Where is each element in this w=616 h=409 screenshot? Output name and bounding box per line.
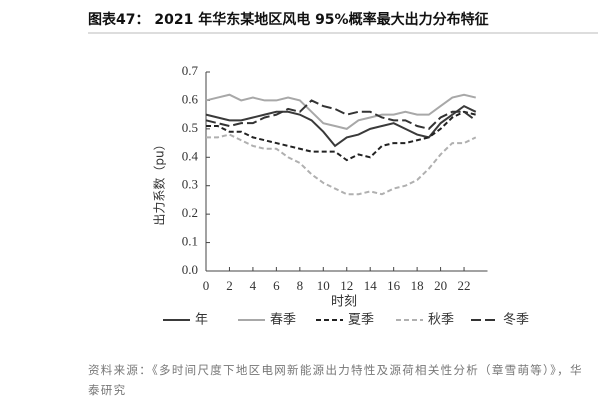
y-tick-label: 0.6 xyxy=(182,91,199,106)
x-axis-label: 时刻 xyxy=(331,295,357,310)
y-tick-label: 0.5 xyxy=(182,120,198,135)
x-tick-label: 22 xyxy=(458,278,471,293)
legend-label: 春季 xyxy=(270,313,296,328)
chart-title: 图表47： 2021 年华东某地区风电 95%概率最大出力分布特征 xyxy=(88,11,489,28)
y-tick-label: 0.3 xyxy=(182,177,198,192)
series-line xyxy=(205,93,477,130)
x-tick-label: 20 xyxy=(434,278,447,293)
y-tick-label: 0.1 xyxy=(182,234,198,249)
legend-label: 冬季 xyxy=(503,312,529,328)
series-line xyxy=(206,110,477,162)
legend-label: 年 xyxy=(195,313,208,328)
x-tick-label: 6 xyxy=(273,278,280,293)
y-tick-label: 0.0 xyxy=(182,262,198,277)
x-tick-label: 0 xyxy=(203,278,210,293)
x-tick-label: 12 xyxy=(340,278,353,293)
x-tick-label: 4 xyxy=(250,278,257,293)
y-axis-label: 出力系数（pu） xyxy=(152,138,167,225)
y-tick-label: 0.7 xyxy=(182,63,199,78)
legend-label: 秋季 xyxy=(428,313,454,328)
source-note: 资料来源：《多时间尺度下地区电网新能源出力特性及源荷相关性分析（章雪萌等）》，华… xyxy=(88,363,583,397)
series-line xyxy=(206,133,477,196)
x-tick-label: 14 xyxy=(364,278,378,293)
y-tick-label: 0.2 xyxy=(182,205,198,220)
x-tick-label: 18 xyxy=(411,278,424,293)
x-tick-label: 16 xyxy=(387,278,401,293)
series-line xyxy=(205,99,477,130)
y-tick-label: 0.4 xyxy=(182,148,199,163)
legend-label: 夏季 xyxy=(348,313,374,328)
x-tick-label: 8 xyxy=(297,278,304,293)
x-tick-label: 2 xyxy=(226,278,233,293)
x-tick-label: 10 xyxy=(317,278,330,293)
